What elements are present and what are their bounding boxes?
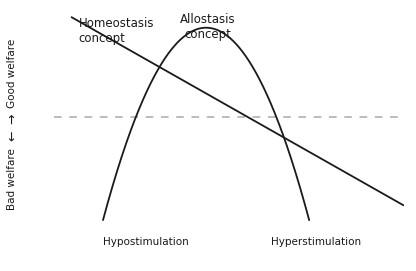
Text: Hyperstimulation: Hyperstimulation xyxy=(271,237,361,247)
Text: →: → xyxy=(6,114,19,124)
Text: ←: ← xyxy=(6,130,19,141)
Text: Homeostasis
concept: Homeostasis concept xyxy=(79,17,154,45)
Text: Hypostimulation: Hypostimulation xyxy=(103,237,189,247)
Text: Allostasis
concept: Allostasis concept xyxy=(180,13,235,41)
Text: Bad welfare: Bad welfare xyxy=(7,148,17,210)
Text: Good welfare: Good welfare xyxy=(7,38,17,108)
